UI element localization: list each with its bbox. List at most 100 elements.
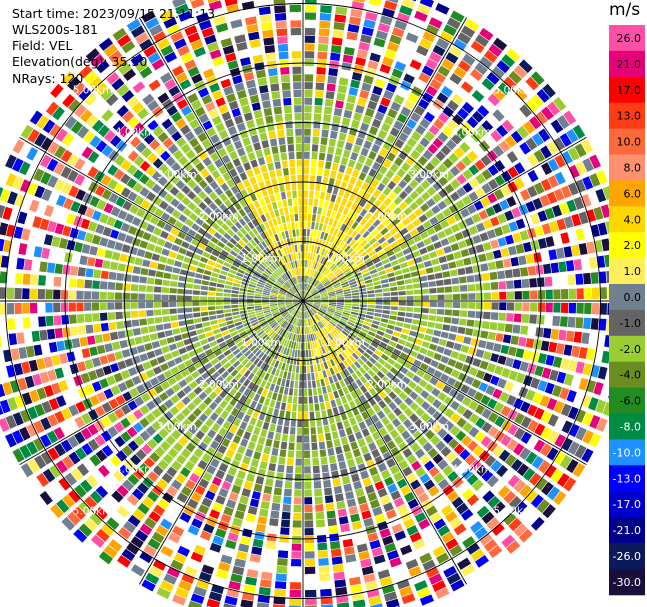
- range-gate: [243, 275, 251, 281]
- range-gate: [278, 304, 286, 308]
- range-gate: [436, 92, 449, 104]
- range-gate: [432, 181, 443, 192]
- range-gate: [547, 430, 560, 444]
- range-gate: [513, 192, 524, 204]
- range-gate: [305, 260, 308, 268]
- range-gate: [184, 295, 192, 301]
- range-gate: [325, 225, 332, 234]
- range-gate: [384, 49, 397, 60]
- range-gate: [190, 0, 205, 9]
- range-gate: [504, 135, 517, 148]
- range-gate: [318, 347, 323, 355]
- range-gate: [202, 343, 211, 351]
- range-gate: [341, 117, 351, 126]
- range-gate: [459, 141, 471, 153]
- range-gate: [257, 281, 265, 286]
- range-gate: [75, 142, 87, 155]
- range-gate: [398, 391, 408, 401]
- range-gate: [230, 407, 239, 417]
- range-gate: [336, 602, 350, 607]
- range-gate: [181, 196, 191, 206]
- range-gate: [373, 554, 386, 565]
- range-gate: [447, 99, 459, 112]
- range-gate: [304, 327, 307, 335]
- range-gate: [433, 518, 446, 530]
- range-gate: [298, 291, 302, 299]
- range-gate: [529, 278, 537, 288]
- range-gate: [84, 232, 94, 243]
- range-gate: [13, 226, 24, 239]
- range-gate: [316, 272, 321, 279]
- range-gate: [169, 417, 180, 428]
- range-gate: [396, 578, 410, 590]
- range-gate: [234, 337, 242, 344]
- range-gate: [166, 124, 178, 136]
- range-gate: [361, 428, 370, 437]
- range-gate: [481, 120, 494, 133]
- range-gate: [601, 238, 611, 252]
- range-gate: [450, 10, 465, 23]
- range-gate: [378, 380, 387, 389]
- range-gate: [359, 218, 368, 227]
- range-gate: [419, 424, 430, 435]
- range-gate: [540, 443, 552, 457]
- range-gate: [414, 10, 428, 22]
- range-gate: [420, 389, 430, 399]
- range-gate: [154, 384, 164, 394]
- range-gate: [317, 285, 324, 291]
- range-gate: [299, 303, 303, 311]
- range-gate: [39, 329, 48, 341]
- range-gate: [187, 524, 200, 536]
- range-gate: [365, 348, 374, 356]
- range-gate: [103, 388, 114, 400]
- range-gate: [178, 214, 188, 223]
- range-gate: [368, 125, 379, 136]
- range-gate: [354, 195, 362, 205]
- range-gate: [328, 322, 335, 329]
- range-gate: [309, 277, 314, 285]
- range-gate: [531, 133, 544, 147]
- range-gate: [348, 16, 362, 26]
- range-gate: [276, 28, 288, 37]
- range-gate: [542, 83, 556, 98]
- range-gate: [121, 349, 131, 358]
- range-gate: [45, 101, 59, 116]
- range-gate: [571, 345, 581, 358]
- range-gate: [331, 162, 339, 171]
- range-gate: [180, 105, 192, 117]
- range-gate: [212, 328, 221, 335]
- range-gate: [340, 436, 349, 445]
- range-gate: [74, 158, 86, 171]
- range-gate: [341, 476, 351, 485]
- range-gate: [273, 313, 281, 318]
- range-gate: [167, 216, 177, 226]
- range-gate: [91, 234, 102, 245]
- range-gate: [180, 143, 192, 154]
- range-gate: [317, 322, 323, 329]
- range-gate: [549, 369, 559, 382]
- range-gate: [381, 283, 390, 288]
- range-gate: [310, 308, 317, 314]
- range-gate: [255, 339, 263, 347]
- range-gate: [62, 133, 75, 147]
- range-gate: [284, 418, 290, 427]
- range-gate: [242, 137, 251, 147]
- range-gate: [303, 213, 307, 221]
- range-gate: [196, 12, 210, 24]
- range-gate: [56, 340, 66, 352]
- range-gate: [244, 397, 252, 407]
- range-gate: [260, 251, 267, 259]
- range-gate: [175, 341, 185, 349]
- range-gate: [383, 502, 394, 513]
- range-gate: [207, 301, 216, 306]
- range-gate: [402, 144, 413, 154]
- range-gate: [139, 38, 153, 51]
- range-gate: [54, 328, 63, 339]
- range-gate: [352, 424, 360, 433]
- range-gate: [445, 52, 459, 64]
- range-gate: [84, 92, 98, 107]
- range-gate: [305, 283, 309, 291]
- range-gate: [221, 330, 230, 337]
- range-gate: [424, 429, 436, 440]
- range-gate: [243, 584, 256, 594]
